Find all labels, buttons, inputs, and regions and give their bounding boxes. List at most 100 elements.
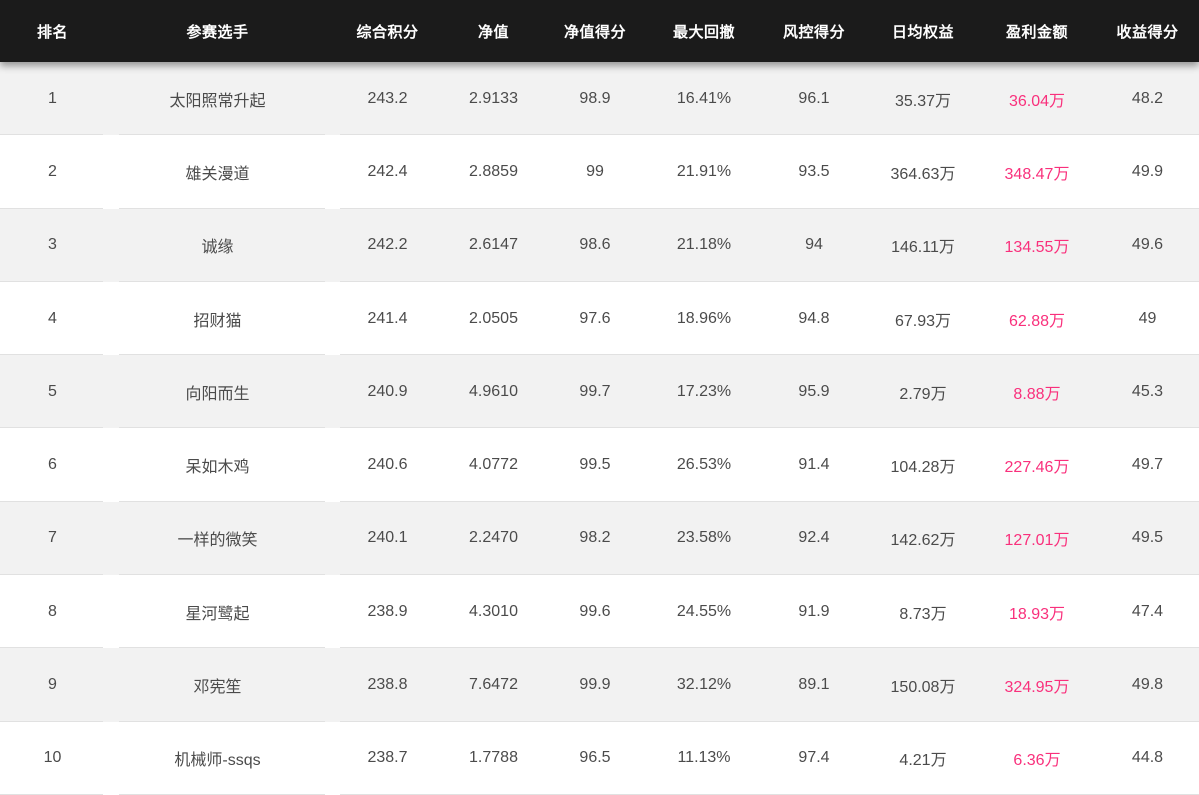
cell-max-drawdown: 11.13% xyxy=(648,722,760,795)
table-row: 3 诚缘 242.2 2.6147 98.6 21.18% 94 146.11万 134.55万… xyxy=(0,208,1199,283)
table-row: 5 向阳而生 240.9 4.9610 99.7 17.23% 95.9 2.79万 8.88万… xyxy=(0,355,1199,429)
cell-score: 242.2 xyxy=(330,209,445,283)
cell-profit: 348.47万 xyxy=(978,135,1096,209)
cell-profit: 36.04万 xyxy=(978,62,1096,136)
table-row: 6 呆如木鸡 240.6 4.0772 99.5 26.53% 91.4 104.28万 227… xyxy=(0,428,1199,503)
table-header-row: 排名 参赛选手 综合积分 净值 净值得分 最大回撤 风控得分 日均权益 盈利金额… xyxy=(0,0,1199,62)
cell-nav-score: 99.7 xyxy=(542,355,648,429)
cell-nav: 1.7788 xyxy=(445,722,542,795)
cell-nav-score: 99.5 xyxy=(542,428,648,503)
cell-rank: 2 xyxy=(0,135,105,209)
cell-player: 邓宪笙 xyxy=(105,648,330,722)
cell-score: 238.9 xyxy=(330,575,445,649)
cell-nav: 4.0772 xyxy=(445,428,542,503)
column-header-avg-equity: 日均权益 xyxy=(891,23,954,41)
column-header-return-score: 收益得分 xyxy=(1116,23,1179,41)
cell-max-drawdown: 17.23% xyxy=(648,355,760,429)
cell-return-score: 47.4 xyxy=(1096,575,1199,649)
cell-score: 238.7 xyxy=(330,722,445,795)
cell-return-score: 45.3 xyxy=(1096,355,1199,429)
cell-profit: 227.46万 xyxy=(978,428,1096,503)
cell-rank: 9 xyxy=(0,648,105,722)
cell-avg-equity: 146.11万 xyxy=(868,209,978,283)
cell-return-score: 49.5 xyxy=(1096,502,1199,576)
column-header-rank: 排名 xyxy=(36,23,68,41)
cell-avg-equity: 2.79万 xyxy=(868,355,978,429)
table-row: 9 邓宪笙 238.8 7.6472 99.9 32.12% 89.1 150.08万 324.… xyxy=(0,648,1199,722)
cell-score: 241.4 xyxy=(330,282,445,356)
cell-return-score: 48.2 xyxy=(1096,62,1199,136)
cell-rank: 1 xyxy=(0,62,105,136)
cell-nav-score: 99.6 xyxy=(542,575,648,649)
cell-nav-score: 98.2 xyxy=(542,502,648,576)
cell-nav: 4.9610 xyxy=(445,355,542,429)
cell-avg-equity: 364.63万 xyxy=(868,135,978,209)
cell-nav: 7.6472 xyxy=(445,648,542,722)
cell-nav-score: 99.9 xyxy=(542,648,648,722)
cell-profit: 127.01万 xyxy=(978,502,1096,576)
cell-risk-score: 92.4 xyxy=(760,502,868,576)
cell-profit: 62.88万 xyxy=(978,282,1096,356)
column-header-player: 参赛选手 xyxy=(186,23,249,41)
cell-nav: 4.3010 xyxy=(445,575,542,649)
cell-rank: 7 xyxy=(0,502,105,576)
cell-profit: 18.93万 xyxy=(978,575,1096,649)
column-header-profit: 盈利金额 xyxy=(1005,23,1068,41)
cell-max-drawdown: 18.96% xyxy=(648,282,760,356)
cell-max-drawdown: 16.41% xyxy=(648,62,760,136)
cell-rank: 10 xyxy=(0,722,105,795)
cell-avg-equity: 142.62万 xyxy=(868,502,978,576)
cell-nav-score: 97.6 xyxy=(542,282,648,356)
table-body: 1 太阳照常升起 243.2 2.9133 98.9 16.41% 96.1 35.37万 36… xyxy=(0,62,1199,795)
cell-profit: 324.95万 xyxy=(978,648,1096,722)
cell-rank: 3 xyxy=(0,209,105,283)
cell-score: 243.2 xyxy=(330,62,445,136)
cell-nav-score: 98.6 xyxy=(542,209,648,283)
cell-return-score: 49.9 xyxy=(1096,135,1199,209)
table-row: 4 招财猫 241.4 2.0505 97.6 18.96% 94.8 67.93万 62.88… xyxy=(0,281,1199,356)
cell-risk-score: 93.5 xyxy=(760,135,868,209)
column-header-score: 综合积分 xyxy=(356,23,419,41)
cell-max-drawdown: 23.58% xyxy=(648,502,760,576)
cell-return-score: 49.7 xyxy=(1096,428,1199,503)
cell-score: 240.9 xyxy=(330,355,445,429)
cell-rank: 5 xyxy=(0,355,105,429)
cell-risk-score: 91.4 xyxy=(760,428,868,503)
cell-max-drawdown: 21.91% xyxy=(648,135,760,209)
cell-player: 星河鹭起 xyxy=(105,575,330,649)
cell-player: 诚缘 xyxy=(105,209,330,283)
cell-return-score: 49.6 xyxy=(1096,209,1199,283)
column-header-nav-score: 净值得分 xyxy=(563,23,626,41)
cell-profit: 8.88万 xyxy=(978,355,1096,429)
cell-max-drawdown: 26.53% xyxy=(648,428,760,503)
cell-nav: 2.6147 xyxy=(445,209,542,283)
cell-avg-equity: 104.28万 xyxy=(868,428,978,503)
column-header-risk-score: 风控得分 xyxy=(782,23,845,41)
column-header-max-drawdown: 最大回撤 xyxy=(672,23,735,41)
cell-max-drawdown: 21.18% xyxy=(648,209,760,283)
cell-player: 雄关漫道 xyxy=(105,135,330,209)
cell-score: 242.4 xyxy=(330,135,445,209)
cell-risk-score: 97.4 xyxy=(760,722,868,795)
cell-player: 招财猫 xyxy=(105,282,330,356)
column-header-nav: 净值 xyxy=(477,23,509,41)
cell-avg-equity: 35.37万 xyxy=(868,62,978,136)
cell-risk-score: 89.1 xyxy=(760,648,868,722)
cell-risk-score: 96.1 xyxy=(760,62,868,136)
cell-player: 机械师-ssqs xyxy=(105,722,330,795)
cell-player: 太阳照常升起 xyxy=(105,62,330,136)
cell-nav: 2.0505 xyxy=(445,282,542,356)
cell-score: 240.6 xyxy=(330,428,445,503)
cell-rank: 6 xyxy=(0,428,105,503)
cell-return-score: 44.8 xyxy=(1096,722,1199,795)
cell-rank: 4 xyxy=(0,282,105,356)
table-row: 7 一样的微笑 240.1 2.2470 98.2 23.58% 92.4 142.62万 12… xyxy=(0,501,1199,576)
cell-avg-equity: 8.73万 xyxy=(868,575,978,649)
cell-max-drawdown: 32.12% xyxy=(648,648,760,722)
table-row: 10 机械师-ssqs 238.7 1.7788 96.5 11.13% 97.4 4.21万… xyxy=(0,721,1199,795)
cell-nav: 2.9133 xyxy=(445,62,542,136)
cell-avg-equity: 150.08万 xyxy=(868,648,978,722)
cell-nav-score: 96.5 xyxy=(542,722,648,795)
cell-return-score: 49 xyxy=(1096,282,1199,356)
cell-score: 238.8 xyxy=(330,648,445,722)
